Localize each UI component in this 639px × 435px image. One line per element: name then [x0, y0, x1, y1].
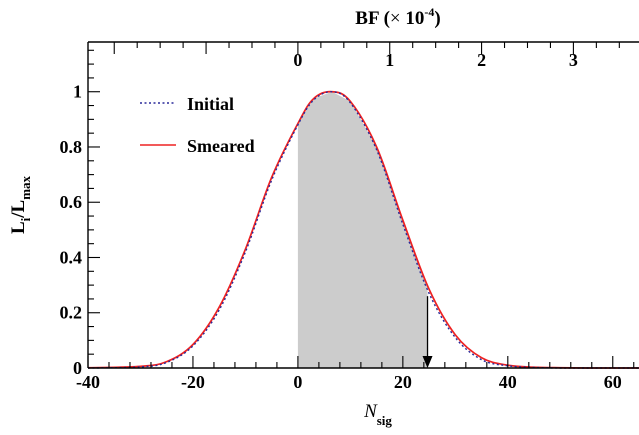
- top-axis-title-exp: -4: [424, 5, 434, 19]
- legend-smeared-label: Smeared: [187, 136, 255, 156]
- x-axis-title: Nsig: [363, 401, 392, 428]
- top-axis-title-ten: 10: [405, 8, 424, 29]
- x-tick-label: -20: [181, 372, 205, 392]
- y-tick-label: 0.4: [60, 247, 83, 267]
- initial-curve: [87, 91, 639, 369]
- x-tick-label: -40: [76, 372, 100, 392]
- x-axis-title-sub: sig: [377, 413, 393, 428]
- top-tick-label: 3: [569, 50, 578, 70]
- top-axis-title: BF (× 10-4): [355, 5, 440, 29]
- y-axis-title-sub-max: max: [18, 175, 33, 199]
- x-tick-label: 40: [499, 372, 517, 392]
- y-axis-title: Li/Lmax: [8, 175, 33, 234]
- top-tick-label: 1: [385, 50, 394, 70]
- top-axis-title-prefix: BF (: [355, 8, 390, 29]
- x-tick-label: 20: [394, 372, 412, 392]
- y-axis-title-over: /L: [8, 200, 29, 219]
- limit-arrow-head: [422, 356, 433, 368]
- top-axis-title-times: ×: [390, 8, 401, 29]
- top-tick-label: 2: [477, 50, 486, 70]
- top-axis-title-suffix: ): [434, 8, 440, 29]
- legend: Initial Smeared: [140, 94, 255, 156]
- x-tick-label: 60: [604, 372, 622, 392]
- top-tick-label: 0: [293, 50, 302, 70]
- x-tick-label: 0: [293, 372, 302, 392]
- axis-ticks: [87, 42, 635, 369]
- y-tick-label: 0.6: [60, 192, 83, 212]
- upper-limit-arrow: [422, 296, 433, 368]
- x-axis-title-main: N: [363, 401, 378, 422]
- y-tick-label: 0.8: [60, 137, 83, 157]
- shaded-area: [297, 91, 428, 368]
- shaded-integration-region: [297, 91, 428, 368]
- y-axis-title-l: L: [8, 221, 29, 234]
- legend-initial-label: Initial: [187, 94, 234, 114]
- plot-frame: [87, 41, 639, 369]
- y-tick-label: 0.2: [60, 303, 83, 323]
- y-axis-title-sub-i: i: [18, 217, 33, 221]
- tick-labels: -40 -20 0 20 40 60 0 0.2 0.4 0.6 0.8 1 0 1 2 3: [60, 50, 622, 392]
- y-tick-label: 0: [73, 358, 82, 378]
- y-tick-label: 1: [73, 82, 82, 102]
